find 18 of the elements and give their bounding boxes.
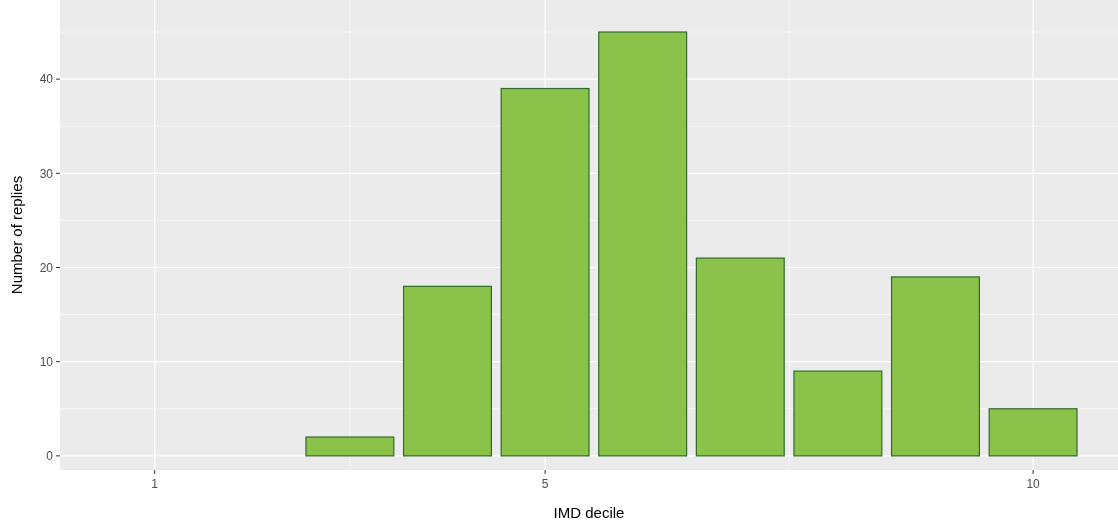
bar (890, 276, 981, 457)
bar (598, 31, 688, 457)
bar (500, 87, 590, 457)
bar (695, 257, 785, 457)
x-tick-label: 10 (1026, 477, 1041, 491)
y-tick-label: 40 (39, 72, 54, 87)
x-tick-label: 5 (541, 477, 549, 491)
bar (793, 370, 883, 457)
bar (402, 285, 492, 457)
x-tick-label: 1 (151, 477, 159, 491)
y-tick-label: 20 (39, 260, 54, 275)
y-tick-label: 30 (39, 166, 54, 181)
x-axis-title: IMD decile (553, 504, 625, 521)
bar (305, 436, 395, 457)
bar (988, 408, 1078, 457)
y-tick-label: 10 (39, 354, 54, 369)
y-tick-label: 0 (46, 449, 54, 464)
y-axis-title: Number of replies (8, 175, 25, 295)
